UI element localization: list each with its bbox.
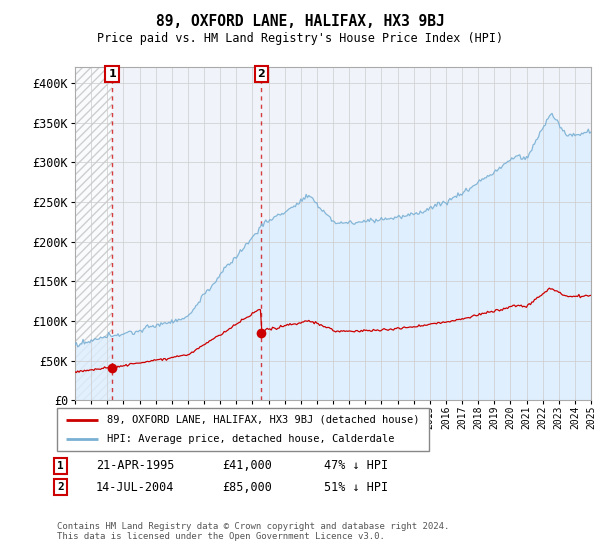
Text: Price paid vs. HM Land Registry's House Price Index (HPI): Price paid vs. HM Land Registry's House …	[97, 32, 503, 45]
Text: £85,000: £85,000	[222, 480, 272, 494]
Text: 51% ↓ HPI: 51% ↓ HPI	[324, 480, 388, 494]
Text: 89, OXFORD LANE, HALIFAX, HX3 9BJ: 89, OXFORD LANE, HALIFAX, HX3 9BJ	[155, 14, 445, 29]
Text: £41,000: £41,000	[222, 459, 272, 473]
Text: 47% ↓ HPI: 47% ↓ HPI	[324, 459, 388, 473]
Text: 2: 2	[257, 69, 265, 79]
Text: 89, OXFORD LANE, HALIFAX, HX3 9BJ (detached house): 89, OXFORD LANE, HALIFAX, HX3 9BJ (detac…	[107, 415, 420, 424]
Text: 21-APR-1995: 21-APR-1995	[96, 459, 175, 473]
Text: 1: 1	[108, 69, 116, 79]
Text: 2: 2	[57, 482, 64, 492]
Text: Contains HM Land Registry data © Crown copyright and database right 2024.
This d: Contains HM Land Registry data © Crown c…	[57, 522, 449, 542]
Text: 14-JUL-2004: 14-JUL-2004	[96, 480, 175, 494]
Text: 1: 1	[57, 461, 64, 471]
Text: HPI: Average price, detached house, Calderdale: HPI: Average price, detached house, Cald…	[107, 435, 395, 444]
